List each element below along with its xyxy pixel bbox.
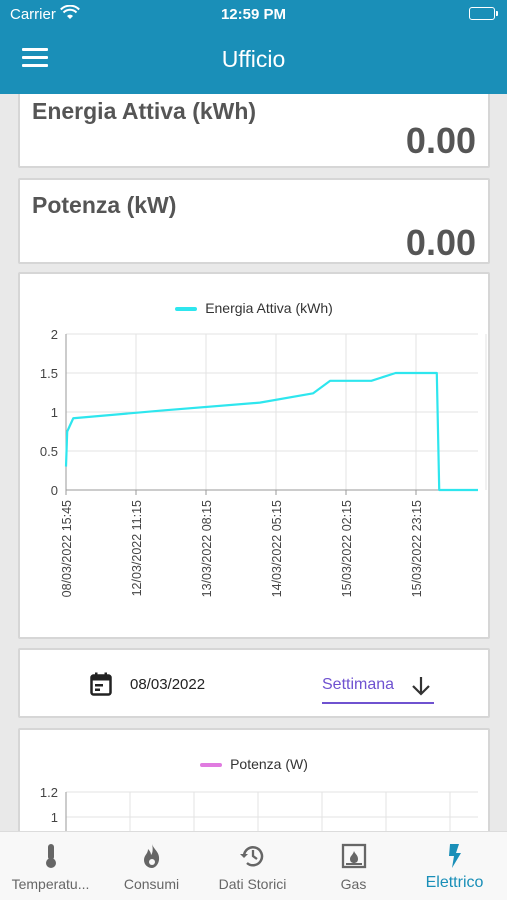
thermometer-icon <box>0 842 101 870</box>
tab-label: Gas <box>340 876 367 892</box>
wifi-icon <box>60 4 80 26</box>
history-icon <box>202 842 303 870</box>
legend-label: Potenza (W) <box>230 756 308 772</box>
y-tick-label: 0 <box>51 483 58 498</box>
energy-label: Energia Attiva (kWh) <box>32 98 257 124</box>
period-label: Settimana <box>322 676 395 693</box>
tab-label: Temperatu... <box>11 876 90 892</box>
y-tick-label: 1 <box>51 405 58 420</box>
x-tick-label: 14/03/2022 05:15 <box>270 500 284 597</box>
power-label: Potenza (kW) <box>32 192 177 218</box>
power-chart[interactable]: 11.2 <box>20 780 488 831</box>
x-tick-label: 13/03/2022 08:15 <box>200 500 214 597</box>
legend-swatch <box>200 763 223 768</box>
x-tick-label: 15/03/2022 02:15 <box>340 500 354 597</box>
x-tick-label: 15/03/2022 23:15 <box>410 500 424 597</box>
menu-button[interactable] <box>22 48 48 70</box>
page-title: Ufficio <box>221 46 286 72</box>
date-selector-card: 08/03/2022 Settimana <box>18 648 490 718</box>
status-time: 12:59 PM <box>220 6 287 23</box>
tab-label: Dati Storici <box>218 876 287 892</box>
tab-bar: Temperatu... Consumi Dati Storici Gas El… <box>0 831 507 900</box>
lightning-icon <box>404 842 505 870</box>
y-tick-label: 1.2 <box>40 785 58 800</box>
tab-label: Consumi <box>123 876 180 892</box>
energy-card: Energia Attiva (kWh) 0.00 <box>18 94 490 168</box>
date-value[interactable]: 08/03/2022 <box>130 676 206 693</box>
energy-series-line <box>64 371 478 492</box>
tab-dati-storici[interactable]: Dati Storici <box>202 832 303 900</box>
chart-legend: Energia Attiva (kWh) <box>20 300 488 316</box>
tab-gas[interactable]: Gas <box>303 832 404 900</box>
tab-label: Elettrico <box>425 874 484 891</box>
status-bar: Carrier 12:59 PM <box>0 0 507 30</box>
y-tick-label: 2 <box>51 327 58 342</box>
y-tick-label: 1.5 <box>40 366 58 381</box>
chart-legend: Potenza (W) <box>20 756 488 772</box>
power-chart-card: Potenza (W) 1 1.2 <box>18 728 490 831</box>
tab-temperatura[interactable]: Temperatu... <box>0 832 101 900</box>
energy-chart[interactable]: 0 0.5 1 1.5 2 08/03/2022 15:45 12/03/2022 11:1… <box>20 304 488 634</box>
app-header: Carrier 12:59 PM Ufficio <box>0 0 507 94</box>
legend-swatch <box>175 307 198 312</box>
main-content[interactable]: Energia Attiva (kWh) 0.00 Potenza (kW) 0… <box>0 94 507 831</box>
calendar-icon[interactable] <box>90 672 112 701</box>
tab-elettrico[interactable]: Elettrico <box>404 832 505 900</box>
energy-chart-card: Energia Attiva (kWh) 0 0.5 1 1.5 2 08/03/2022… <box>18 272 490 639</box>
carrier-label: Carrier <box>10 6 56 23</box>
fireplace-icon <box>303 842 404 870</box>
energy-value: 0.00 <box>405 120 476 161</box>
power-card: Potenza (kW) 0.00 <box>18 178 490 264</box>
y-tick-label: 0.5 <box>40 444 58 459</box>
tab-consumi[interactable]: Consumi <box>101 832 202 900</box>
power-value: 0.00 <box>405 222 476 263</box>
x-tick-label: 12/03/2022 11:15 <box>130 500 144 596</box>
flame-icon <box>101 842 202 870</box>
legend-label: Energia Attiva (kWh) <box>205 300 333 316</box>
period-dropdown[interactable]: Settimana <box>322 672 434 704</box>
y-tick-label: 1 <box>51 810 58 825</box>
battery-icon <box>469 7 498 20</box>
arrow-down-icon <box>410 675 432 702</box>
x-tick-label: 08/03/2022 15:45 <box>60 500 74 597</box>
